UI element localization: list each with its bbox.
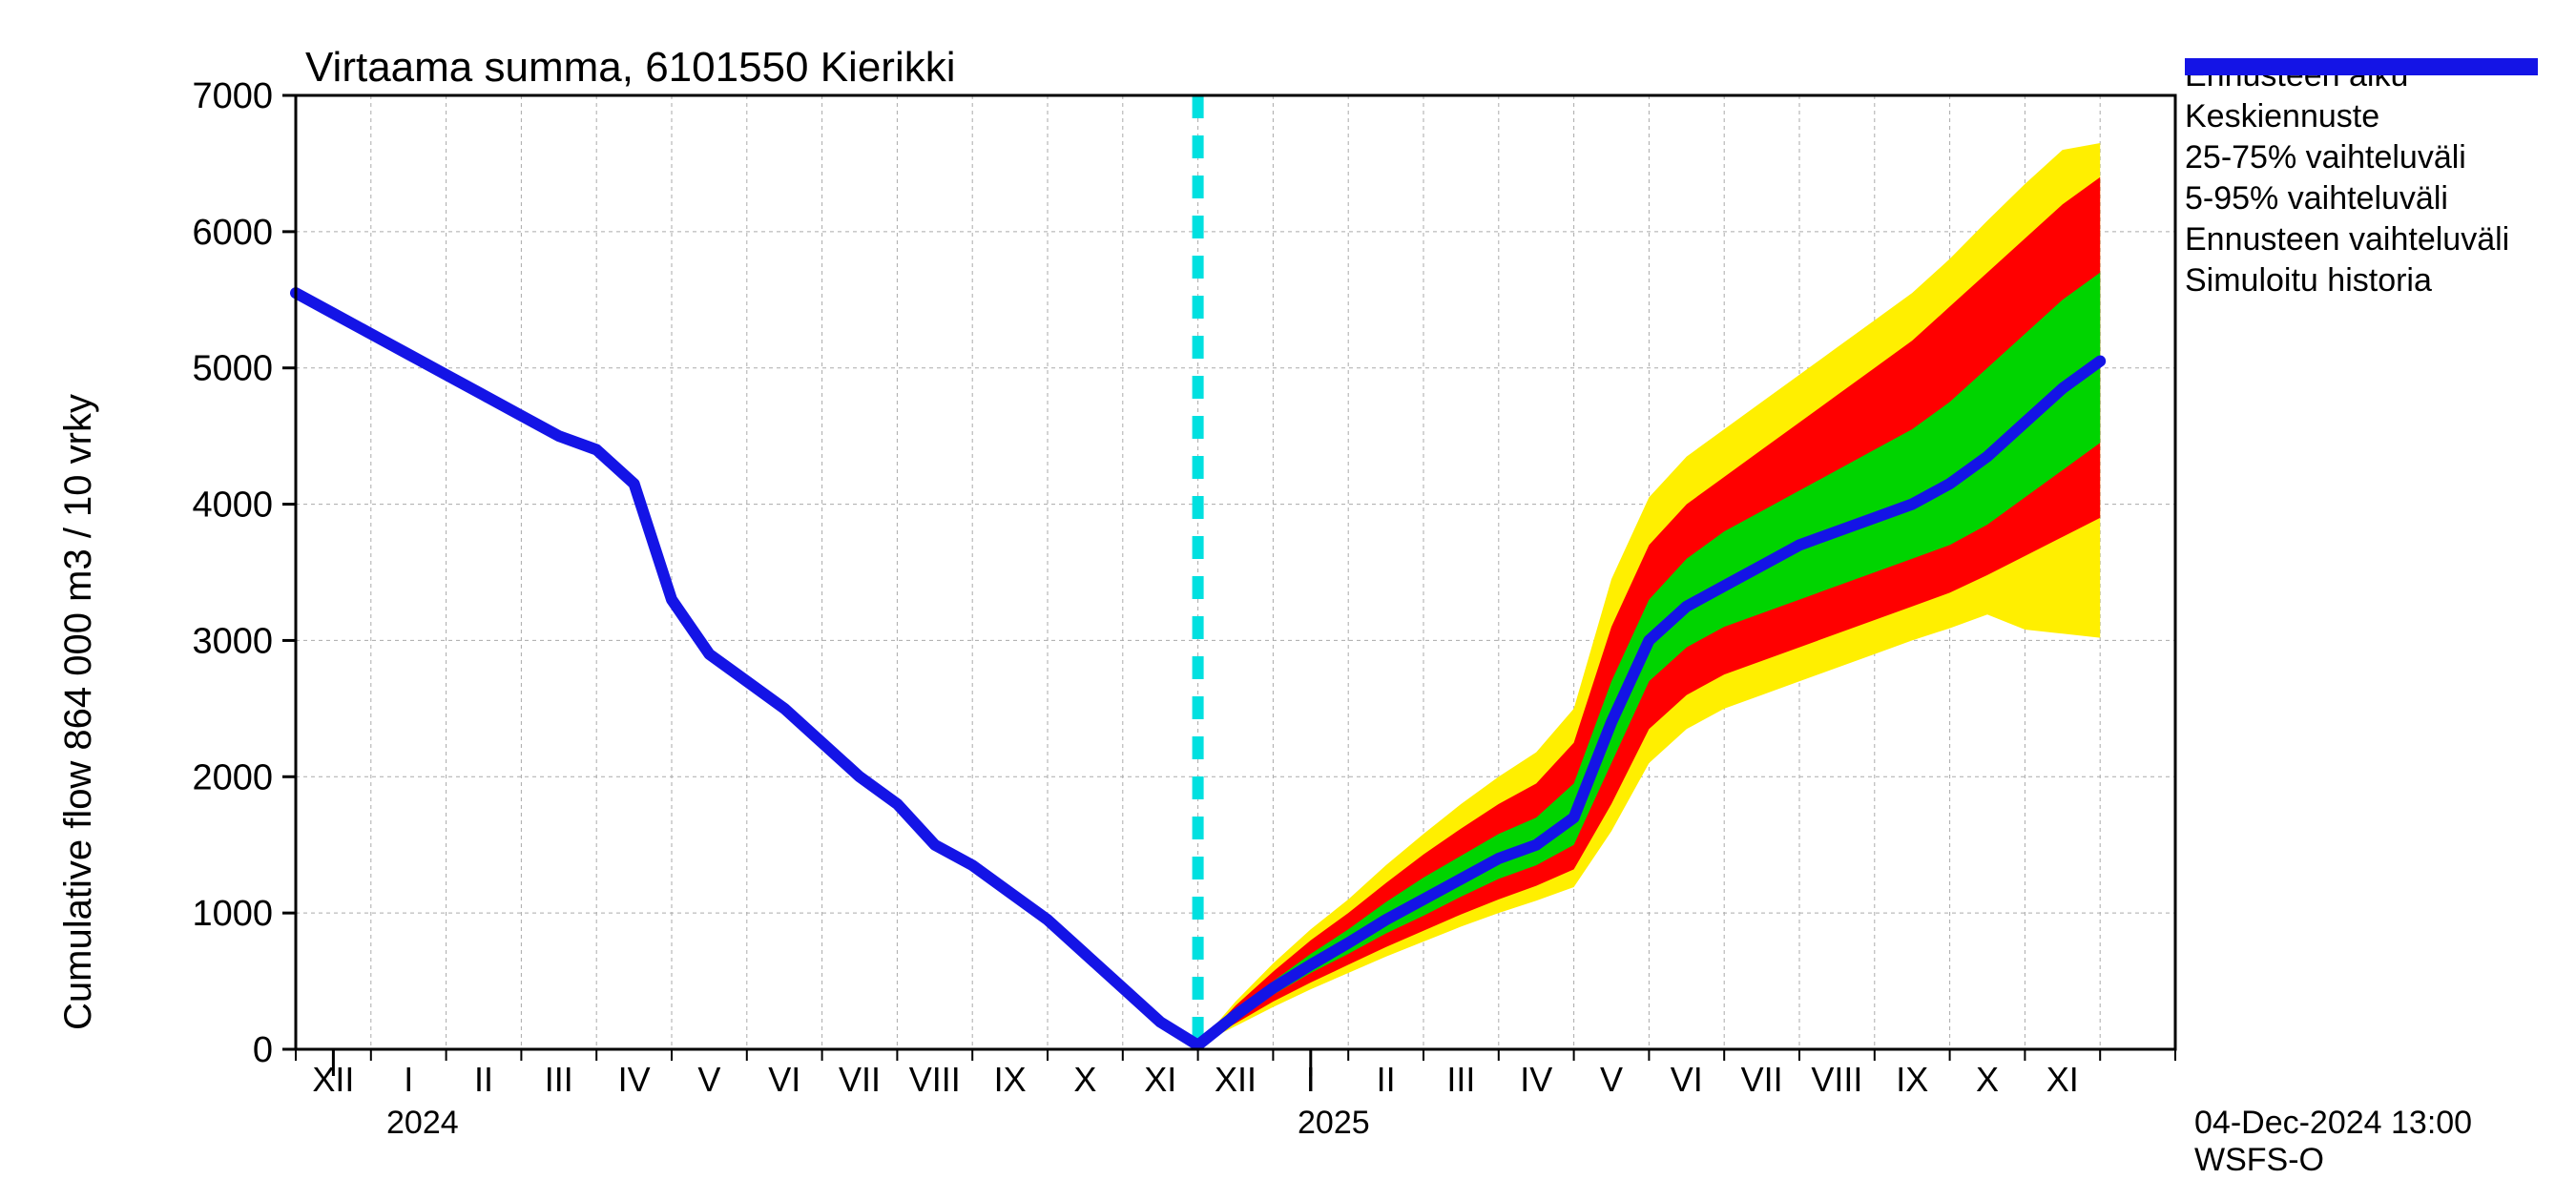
svg-text:IV: IV [1520,1060,1552,1099]
svg-text:I: I [1306,1060,1316,1099]
svg-text:V: V [697,1060,720,1099]
legend-label: Simuloitu historia [2185,262,2547,300]
svg-text:4000: 4000 [192,486,273,526]
svg-text:VI: VI [1671,1060,1703,1099]
legend: Ennusteen alkuKeskiennuste25-75% vaihtel… [2185,57,2547,303]
legend-label: Ennusteen vaihteluväli [2185,221,2547,259]
legend-item: 25-75% vaihteluväli [2185,139,2547,176]
svg-text:X: X [1073,1060,1096,1099]
svg-text:I: I [404,1060,413,1099]
legend-item: 5-95% vaihteluväli [2185,180,2547,217]
svg-text:VII: VII [839,1060,881,1099]
svg-text:IX: IX [1896,1060,1928,1099]
svg-text:V: V [1600,1060,1623,1099]
svg-text:II: II [474,1060,493,1099]
svg-text:VI: VI [768,1060,800,1099]
svg-text:XII: XII [312,1060,354,1099]
legend-label: Keskiennuste [2185,98,2547,135]
svg-text:3000: 3000 [192,621,273,661]
svg-text:XI: XI [1144,1060,1176,1099]
year-2025: 2025 [1298,1105,1370,1142]
legend-label: 5-95% vaihteluväli [2185,180,2547,217]
svg-text:IX: IX [994,1060,1027,1099]
legend-swatch [2185,57,2538,76]
svg-text:5000: 5000 [192,349,273,389]
svg-text:XI: XI [2046,1060,2079,1099]
svg-text:2000: 2000 [192,757,273,797]
svg-text:7000: 7000 [192,76,273,116]
svg-text:IV: IV [618,1060,651,1099]
svg-text:X: X [1976,1060,1999,1099]
svg-text:VIII: VIII [1811,1060,1862,1099]
svg-text:0: 0 [253,1030,273,1070]
svg-text:6000: 6000 [192,213,273,253]
chart-container: Virtaama summa, 6101550 Kierikki Cumulat… [0,0,2576,1145]
svg-text:VIII: VIII [909,1060,961,1099]
legend-item: Keskiennuste [2185,98,2547,135]
svg-text:II: II [1377,1060,1396,1099]
svg-text:III: III [1446,1060,1475,1099]
svg-text:III: III [545,1060,573,1099]
svg-text:VII: VII [1741,1060,1783,1099]
legend-label: 25-75% vaihteluväli [2185,139,2547,176]
year-2024: 2024 [386,1105,459,1142]
footer-timestamp: 04-Dec-2024 13:00 WSFS-O [2194,1105,2576,1179]
svg-text:1000: 1000 [192,894,273,934]
svg-text:XII: XII [1215,1060,1257,1099]
legend-item: Ennusteen vaihteluväli [2185,221,2547,259]
legend-item: Simuloitu historia [2185,262,2547,300]
